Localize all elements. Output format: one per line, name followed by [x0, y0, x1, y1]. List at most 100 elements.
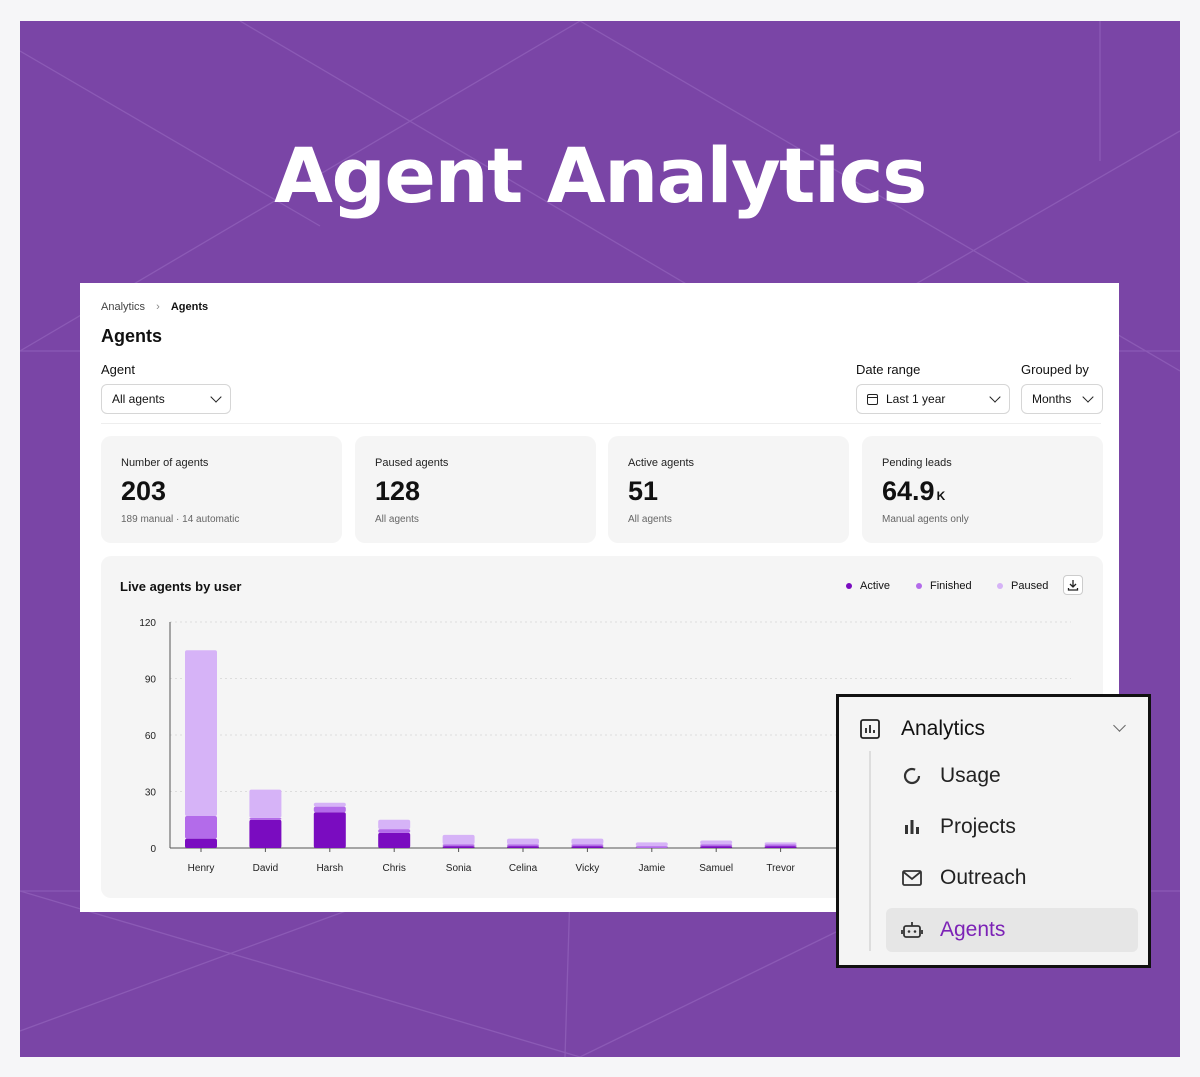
robot-icon — [900, 920, 924, 940]
agent-filter-label: Agent — [101, 362, 135, 377]
bar-paused — [185, 650, 217, 816]
nav-item-label: Usage — [940, 764, 1001, 787]
legend-active: Active — [846, 580, 890, 592]
agent-select-value: All agents — [112, 392, 165, 406]
breadcrumb-current: Agents — [170, 301, 209, 313]
bar-finished — [571, 844, 604, 847]
hero-background: Agent Analytics Analytics › Agents Agent… — [20, 21, 1180, 1057]
nav-header[interactable]: Analytics — [859, 717, 985, 741]
download-icon — [1067, 580, 1079, 591]
bar-active — [507, 846, 539, 848]
nav-item-label: Agents — [940, 918, 1006, 941]
grouped-by-value: Months — [1032, 392, 1072, 406]
legend-dot — [997, 583, 1003, 589]
legend-finished: Finished — [916, 580, 972, 592]
x-tick-label: Celina — [509, 863, 538, 874]
chevron-down-icon — [989, 391, 1001, 403]
bar-finished — [507, 844, 539, 847]
bar-finished — [313, 806, 346, 813]
date-range-value: Last 1 year — [886, 392, 946, 406]
bar-active — [571, 846, 604, 848]
analytics-icon — [860, 719, 880, 739]
stat-card-agents: Number of agents 203 189 manual · 14 aut… — [101, 436, 342, 543]
bar-active — [313, 812, 346, 848]
y-tick-label: 60 — [145, 731, 157, 742]
nav-item-usage[interactable]: Usage — [886, 754, 1138, 798]
bar-active — [378, 832, 411, 848]
stat-title: Paused agents — [375, 457, 449, 469]
stat-value: 64.9 K — [882, 476, 946, 506]
y-tick-label: 30 — [145, 788, 157, 799]
chevron-down-icon[interactable] — [1113, 719, 1126, 732]
x-tick-label: Trevor — [766, 863, 795, 874]
stat-value: 128 — [375, 476, 421, 506]
stat-card-leads: Pending leads 64.9 K Manual agents only — [862, 436, 1103, 543]
legend-label: Active — [860, 580, 890, 592]
bar-finished — [185, 815, 217, 839]
x-tick-label: Harsh — [316, 863, 343, 874]
stat-subtitle: Manual agents only — [882, 514, 969, 525]
nav-item-label: Projects — [940, 815, 1016, 838]
nav-item-agents[interactable]: Agents — [886, 908, 1138, 952]
stat-title: Pending leads — [882, 457, 952, 469]
agent-select[interactable]: All agents — [101, 384, 231, 414]
bar-paused — [313, 802, 346, 807]
nav-item-outreach[interactable]: Outreach — [886, 856, 1138, 900]
bar-active — [700, 846, 733, 848]
stat-card-active: Active agents 51 All agents — [608, 436, 849, 543]
bar-finished — [764, 844, 797, 847]
x-tick-label: David — [253, 863, 279, 874]
y-tick-label: 0 — [150, 844, 156, 855]
legend-dot — [846, 583, 852, 589]
bar-chart-icon — [900, 817, 924, 837]
breadcrumb: Analytics › Agents — [101, 301, 208, 313]
legend-paused: Paused — [997, 580, 1048, 592]
nav-rail — [869, 751, 871, 951]
bar-finished — [635, 846, 668, 848]
y-tick-label: 90 — [145, 675, 157, 686]
divider — [101, 423, 1101, 424]
bar-paused — [764, 842, 797, 845]
x-tick-label: Jamie — [638, 863, 665, 874]
stat-value: 51 — [628, 476, 659, 506]
grouped-by-select[interactable]: Months — [1021, 384, 1103, 414]
stat-subtitle: All agents — [628, 514, 672, 525]
nav-panel: Analytics Usage Projects Outreach — [836, 694, 1151, 968]
bar-finished — [249, 817, 282, 820]
legend-label: Paused — [1011, 580, 1049, 592]
x-tick-label: Samuel — [699, 863, 733, 874]
bar-paused — [700, 840, 733, 845]
bar-paused — [507, 838, 539, 845]
page-title: Agents — [101, 326, 163, 346]
download-button[interactable] — [1063, 575, 1083, 595]
nav-item-projects[interactable]: Projects — [886, 805, 1138, 849]
mail-icon — [900, 869, 924, 887]
bar-finished — [700, 844, 733, 847]
hero-title: Agent Analytics — [274, 131, 927, 220]
bar-active — [185, 838, 217, 848]
bar-paused — [442, 834, 475, 845]
date-range-label: Date range — [856, 362, 921, 377]
date-range-select[interactable]: Last 1 year — [856, 384, 1010, 414]
circle-dash-icon — [900, 766, 924, 786]
x-tick-label: Chris — [383, 863, 406, 874]
chart-title: Live agents by user — [120, 579, 242, 594]
legend-label: Finished — [930, 580, 972, 592]
y-tick-label: 120 — [139, 618, 156, 629]
stat-title: Active agents — [628, 457, 695, 469]
x-tick-label: Sonia — [446, 863, 472, 874]
bar-active — [249, 819, 282, 848]
bar-finished — [442, 844, 475, 847]
x-tick-label: Henry — [188, 863, 215, 874]
bar-paused — [378, 819, 411, 830]
grouped-by-label: Grouped by — [1021, 362, 1089, 377]
chevron-down-icon — [210, 391, 222, 403]
legend-dot — [916, 583, 922, 589]
bar-active — [764, 846, 797, 848]
bar-finished — [378, 829, 411, 833]
bar-paused — [249, 789, 282, 818]
breadcrumb-analytics[interactable]: Analytics — [101, 301, 146, 313]
bar-paused — [635, 842, 668, 847]
bar-paused — [571, 838, 604, 845]
nav-item-label: Outreach — [940, 866, 1027, 889]
